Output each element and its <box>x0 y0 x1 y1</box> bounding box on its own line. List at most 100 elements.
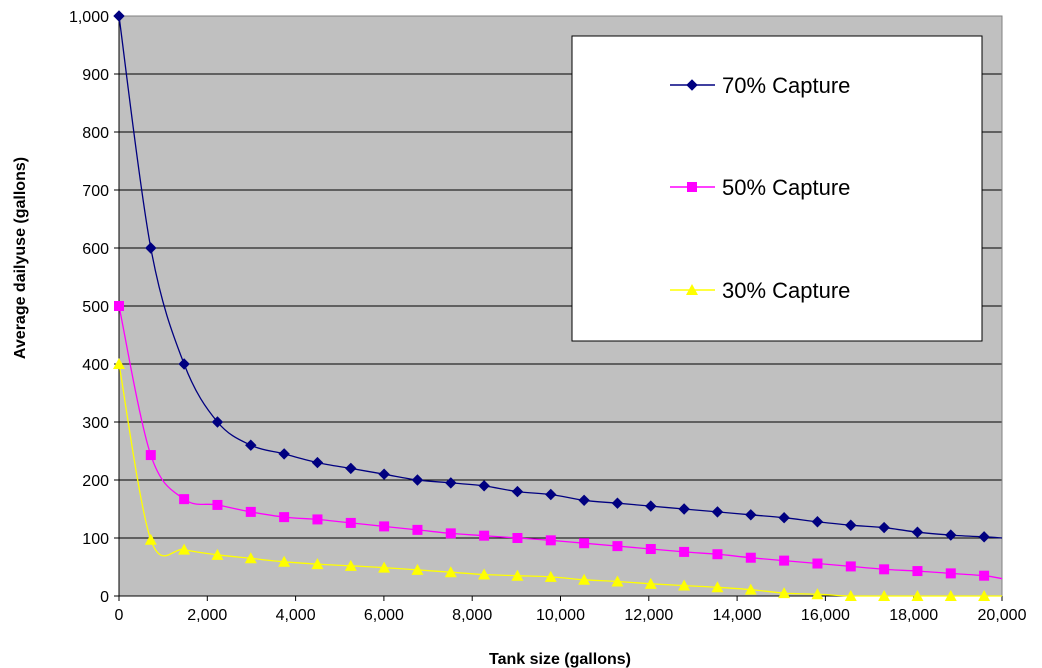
data-point <box>678 503 690 515</box>
x-tick-label: 16,000 <box>801 607 850 624</box>
data-point <box>611 575 624 587</box>
data-point <box>644 577 657 589</box>
y-tick-label: 700 <box>82 183 109 200</box>
data-point <box>912 566 923 577</box>
data-point <box>444 566 457 578</box>
legend-marker <box>686 284 698 295</box>
data-point <box>212 499 223 510</box>
legend: 70% Capture 50% Capture 30% Capture <box>571 35 983 342</box>
x-tick-label: 2,000 <box>187 607 227 624</box>
data-point <box>612 541 623 552</box>
y-tick-label: 100 <box>82 531 109 548</box>
data-point <box>978 531 990 543</box>
data-point <box>445 477 457 489</box>
data-point <box>311 456 324 469</box>
data-point <box>411 563 424 575</box>
data-point <box>645 544 656 555</box>
data-point <box>378 468 390 480</box>
data-point <box>278 448 290 460</box>
data-point <box>245 506 256 517</box>
data-point <box>344 559 357 571</box>
series-1 <box>113 10 1003 543</box>
data-point <box>178 358 190 370</box>
data-point <box>745 509 757 521</box>
data-point <box>311 558 324 570</box>
data-point <box>179 494 190 505</box>
x-axis-title: Tank size (gallons) <box>489 651 631 668</box>
data-point <box>911 590 924 601</box>
x-tick-label: 14,000 <box>713 607 762 624</box>
data-point <box>113 10 125 22</box>
y-tick-label: 200 <box>82 473 109 490</box>
data-point <box>511 569 524 581</box>
data-point <box>978 590 991 601</box>
legend-marker <box>687 182 697 192</box>
data-point <box>778 587 791 599</box>
data-point <box>845 519 857 531</box>
legend-marker <box>686 79 698 91</box>
data-point <box>478 568 491 580</box>
series-group <box>113 10 1003 601</box>
data-point <box>545 535 556 546</box>
x-tick-label: 12,000 <box>624 607 673 624</box>
data-point <box>812 558 823 569</box>
data-point <box>279 512 290 523</box>
data-point <box>944 590 957 601</box>
data-point <box>779 555 790 566</box>
data-point <box>145 450 156 461</box>
data-point <box>345 517 356 528</box>
data-point <box>113 358 125 369</box>
x-tick-label: 8,000 <box>452 607 492 624</box>
data-point <box>945 529 957 541</box>
data-point <box>211 548 224 560</box>
data-point <box>544 570 557 582</box>
x-tick-label: 20,000 <box>978 607 1027 624</box>
data-point <box>445 528 456 539</box>
data-point <box>645 500 657 512</box>
data-point <box>611 497 624 509</box>
data-point <box>879 564 890 575</box>
y-axis-title: Average dailyuse (gallons) <box>12 157 29 359</box>
data-point <box>911 526 924 538</box>
data-point <box>512 533 523 543</box>
y-tick-label: 600 <box>82 241 109 258</box>
data-point <box>878 590 891 601</box>
data-point <box>979 570 990 581</box>
y-tick-label: 900 <box>82 67 109 84</box>
x-tick-label: 6,000 <box>364 607 404 624</box>
data-point <box>345 462 357 475</box>
data-point <box>579 538 590 549</box>
legend-label: 30% Capture <box>722 278 850 303</box>
data-point <box>411 474 424 486</box>
x-axis: 0 2,000 4,000 6,000 8,000 10,000 12,000 14,000 1… <box>115 595 1027 624</box>
data-point <box>114 301 124 311</box>
data-point <box>144 533 157 545</box>
data-point <box>378 561 391 573</box>
y-tick-label: 500 <box>82 299 109 316</box>
data-point <box>678 579 691 591</box>
data-point <box>244 552 257 564</box>
y-axis: 0 100 200 300 400 500 600 700 800 900 1,000 <box>69 9 120 606</box>
series-3 <box>113 358 1002 601</box>
data-point <box>744 583 757 595</box>
x-tick-label: 10,000 <box>536 607 585 624</box>
y-tick-label: 300 <box>82 415 109 432</box>
data-point <box>844 590 857 601</box>
data-point <box>679 546 690 557</box>
data-point <box>712 549 723 560</box>
data-point <box>811 588 824 600</box>
data-point <box>379 521 390 532</box>
series-2 <box>114 301 1003 581</box>
data-point <box>511 485 524 498</box>
legend-item-3: 30% Capture <box>670 278 850 303</box>
y-tick-label: 0 <box>100 589 109 606</box>
x-tick-label: 4,000 <box>276 607 316 624</box>
data-point <box>711 581 724 593</box>
data-point <box>312 514 323 525</box>
data-point <box>878 521 890 534</box>
y-tick-label: 800 <box>82 125 109 142</box>
data-point <box>778 511 790 524</box>
legend-label: 50% Capture <box>722 175 850 200</box>
data-point <box>945 568 956 579</box>
